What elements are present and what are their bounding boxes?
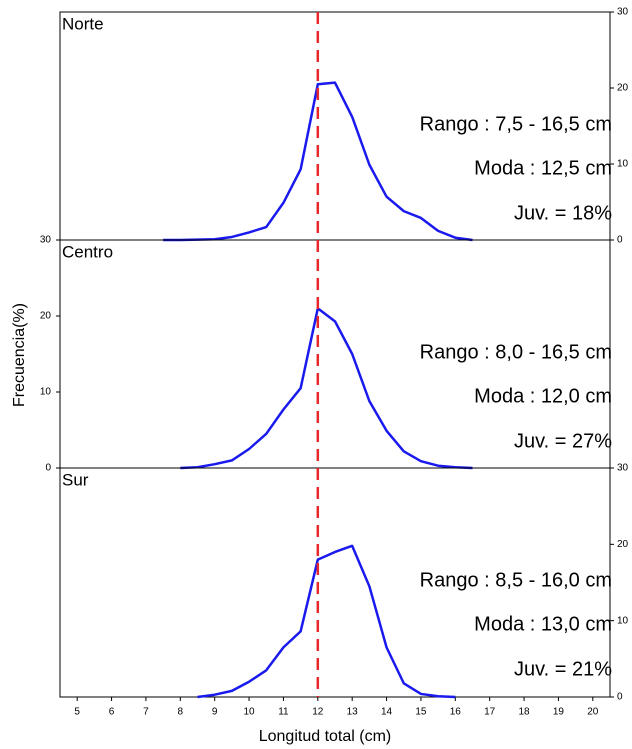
annotation: Moda : 12,0 cm [474,385,612,407]
panel-frame [59,467,611,698]
x-tick-label: 9 [212,707,218,718]
y-tick-label: 30 [617,463,629,474]
y-tick-label: 10 [617,615,629,626]
annotation: Juv. = 21% [514,658,612,680]
x-tick-label: 15 [415,707,427,718]
annotation: Moda : 12,5 cm [474,157,612,179]
y-tick-label: 30 [617,7,629,18]
x-tick-label: 7 [143,707,149,718]
annotation: Juv. = 27% [514,430,612,452]
data-line [197,544,456,699]
x-tick-label: 13 [347,707,359,718]
x-tick-label: 5 [74,707,80,718]
data-line [180,307,473,470]
y-axis-label: Frecuencia(%) [11,303,28,407]
y-tick-label: 0 [617,235,623,246]
panel-title: Centro [62,242,113,261]
x-tick-label: 20 [587,707,599,718]
annotation: Rango : 8,0 - 16,5 cm [420,341,612,363]
x-tick-label: 11 [278,707,289,718]
annotation: Moda : 13,0 cm [474,613,612,635]
y-tick-label: 20 [617,539,629,550]
y-tick-label: 0 [45,463,51,474]
y-tick-label: 20 [617,83,629,94]
y-tick-label: 10 [617,159,629,170]
y-tick-label: 20 [40,311,52,322]
annotation: Juv. = 18% [514,202,612,224]
x-tick-label: 8 [178,707,184,718]
y-tick-label: 0 [617,692,623,703]
x-tick-label: 12 [312,707,324,718]
data-line [163,81,473,242]
x-tick-label: 6 [109,707,115,718]
annotation: Rango : 7,5 - 16,5 cm [420,113,612,135]
x-tick-label: 10 [244,707,256,718]
y-tick-label: 10 [40,387,52,398]
x-tick-label: 19 [553,707,565,718]
panel-title: Sur [62,470,89,489]
x-tick-label: 17 [484,707,496,718]
x-tick-label: 16 [450,707,462,718]
x-tick-label: 18 [519,707,531,718]
x-tick-label: 14 [381,707,393,718]
panel-title: Norte [62,14,104,33]
y-tick-label: 30 [40,235,52,246]
x-axis-label: Longitud total (cm) [259,728,392,745]
annotation: Rango : 8,5 - 16,0 cm [420,569,612,591]
